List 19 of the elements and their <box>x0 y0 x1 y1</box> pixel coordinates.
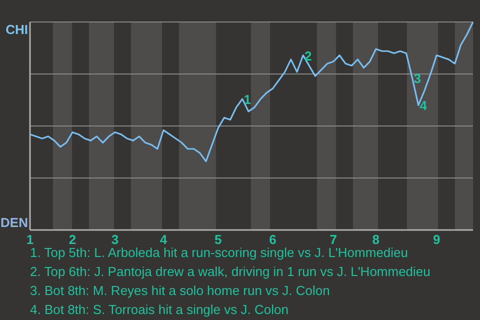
annotation: 4 <box>420 98 428 114</box>
text: 4. Bot 8th: S. Torroais hit a single vs J. Colon <box>30 302 288 317</box>
text: 2. Top 6th: J. Pantoja drew a walk, driving in 1 run vs J. L'Hommedieu <box>30 264 430 279</box>
text: 3. Bot 8th: M. Reyes hit a solo home run vs J. Colon <box>30 283 330 298</box>
annotation: 2 <box>304 48 312 64</box>
x-tick-label: 2 <box>68 232 76 247</box>
x-tick-label: 8 <box>372 232 380 247</box>
annotation: 3 <box>414 71 421 86</box>
text: DEN <box>0 215 28 230</box>
text: CHI <box>6 22 28 37</box>
text: 1. Top 5th: L. Arboleda hit a run-scoring single vs J. L'Hommedieu <box>30 245 408 260</box>
x-tick-label: 7 <box>330 232 338 247</box>
x-tick-label: 1 <box>26 232 34 247</box>
x-tick-label: 3 <box>111 232 119 247</box>
x-tick-label: 5 <box>214 232 222 247</box>
x-tick-label: 6 <box>269 232 276 247</box>
x-tick-label: 4 <box>160 232 168 247</box>
x-tick-label: 9 <box>432 232 440 247</box>
annotation: 1 <box>244 92 252 107</box>
